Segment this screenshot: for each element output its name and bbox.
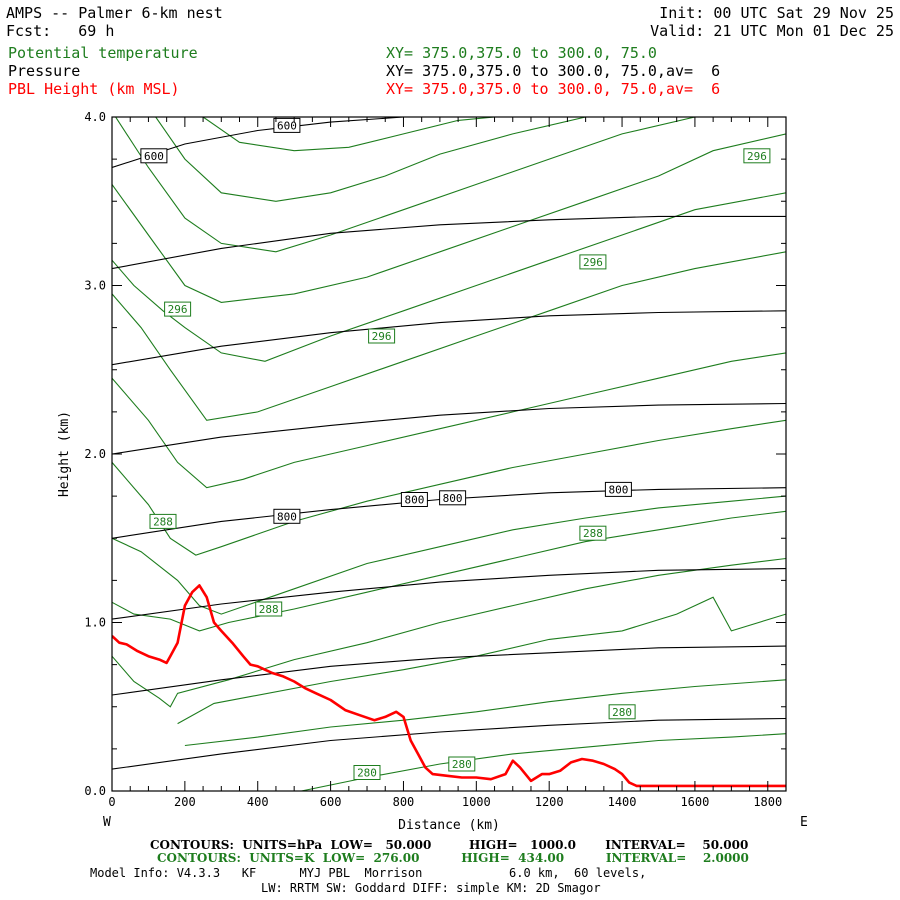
theta-contour-286 xyxy=(112,510,786,632)
pressure-label-0-box xyxy=(273,117,301,133)
pressure-label-0: 600 xyxy=(277,119,297,132)
theta-contour-278 xyxy=(301,733,786,791)
pressure-contour-700 xyxy=(112,310,786,366)
y-tick-label-4: 4.0 xyxy=(84,110,106,124)
x-axis-label: Distance (km) xyxy=(398,818,500,833)
init-time: Init: 00 UTC Sat 29 Nov 25 xyxy=(659,4,894,22)
x-tick-label-1000: 1000 xyxy=(462,795,491,809)
theta-label-2-box xyxy=(608,704,636,720)
theta-label-8: 296 xyxy=(583,256,603,269)
pressure-label-1: 600 xyxy=(144,150,164,163)
field-pbl-height: PBL Height (km MSL) xyxy=(8,80,180,98)
figure-title: AMPS -- Palmer 6-km nest xyxy=(6,4,223,22)
plot-frame xyxy=(111,116,787,792)
pressure-contour-850 xyxy=(112,568,786,620)
pressure-contour-650 xyxy=(112,215,786,270)
theta-contour-282 xyxy=(177,596,786,725)
theta-contour-280 xyxy=(184,679,786,747)
xy-spec-theta: XY= 375.0,375.0 to 300.0, 75.0 xyxy=(386,44,657,62)
theta-label-3: 288 xyxy=(259,603,279,616)
x-tick-label-400: 400 xyxy=(247,795,269,809)
pressure-label-2-box xyxy=(273,508,301,524)
east-label: E xyxy=(800,815,808,830)
pressure-label-4: 800 xyxy=(443,492,463,505)
theta-label-7: 296 xyxy=(372,330,392,343)
west-label: W xyxy=(103,815,111,830)
theta-label-0-box xyxy=(353,765,381,780)
x-tick-label-200: 200 xyxy=(174,795,196,809)
field-potential-temperature: Potential temperature xyxy=(8,44,198,62)
valid-time: Valid: 21 UTC Mon 01 Dec 25 xyxy=(650,22,894,40)
pressure-label-5: 800 xyxy=(608,483,628,496)
theta-contour-290 xyxy=(112,419,786,556)
xy-spec-pbl: XY= 375.0,375.0 to 300.0, 75.0,av= 6 xyxy=(386,80,721,98)
y-tick-label-1: 1.0 xyxy=(84,616,106,630)
x-tick-label-1600: 1600 xyxy=(680,795,709,809)
field-pressure: Pressure xyxy=(8,62,81,80)
theta-contour-300 xyxy=(115,117,786,253)
y-axis-label: Height (km) xyxy=(57,411,72,497)
x-tick-label-800: 800 xyxy=(393,795,415,809)
theta-label-6-box xyxy=(164,301,192,317)
theta-label-1: 280 xyxy=(452,758,472,771)
theta-contour-296 xyxy=(112,192,786,362)
theta-label-9-box xyxy=(743,148,771,164)
pressure-contour-900 xyxy=(112,645,786,696)
y-tick-label-3: 3.0 xyxy=(84,279,106,293)
theta-label-3-box xyxy=(255,601,283,617)
theta-label-6: 296 xyxy=(168,303,188,316)
contours-k-info: CONTOURS: UNITS=K LOW= 276.00 HIGH= 434.… xyxy=(157,851,749,865)
model-info: Model Info: V4.3.3 KF MYJ PBL Morrison 6… xyxy=(90,866,647,880)
contours-hpa-info: CONTOURS: UNITS=hPa LOW= 50.000 HIGH= 10… xyxy=(150,838,749,852)
pressure-contour-950 xyxy=(112,717,786,770)
pressure-label-3: 800 xyxy=(404,494,424,507)
xy-spec-pressure: XY= 375.0,375.0 to 300.0, 75.0,av= 6 xyxy=(386,62,721,80)
x-tick-label-0: 0 xyxy=(108,795,115,809)
x-tick-label-1800: 1800 xyxy=(753,795,782,809)
x-tick-label-600: 600 xyxy=(320,795,342,809)
theta-label-4: 288 xyxy=(153,515,173,528)
x-tick-label-1200: 1200 xyxy=(535,795,564,809)
theta-label-4-box xyxy=(149,513,177,529)
pressure-label-1-box xyxy=(140,148,168,164)
pressure-contour-750 xyxy=(112,402,786,455)
theta-contour-304 xyxy=(202,117,495,152)
pbl-height-line xyxy=(112,584,786,788)
forecast-hour: Fcst: 69 h xyxy=(6,22,115,40)
theta-label-1-box xyxy=(448,756,476,772)
theta-contour-292 xyxy=(112,352,786,489)
y-tick-label-0: 0.0 xyxy=(84,784,106,798)
pressure-label-5-box xyxy=(604,481,632,497)
theta-label-0: 280 xyxy=(357,767,377,780)
theta-contour-284 xyxy=(112,557,786,708)
theta-label-5-box xyxy=(579,525,607,541)
theta-contour-288 xyxy=(112,495,786,615)
pressure-label-3-box xyxy=(400,492,428,507)
theta-label-5: 288 xyxy=(583,527,603,540)
plot-area-content xyxy=(112,117,786,791)
pressure-label-4-box xyxy=(439,490,467,506)
theta-label-2: 280 xyxy=(612,706,632,719)
model-info-physics: LW: RRTM SW: Goddard DIFF: simple KM: 2D… xyxy=(261,881,601,895)
theta-contour-294 xyxy=(112,251,786,421)
theta-label-8-box xyxy=(579,254,607,270)
theta-label-7-box xyxy=(368,328,396,344)
theta-contour-298 xyxy=(112,133,786,303)
x-tick-label-1400: 1400 xyxy=(608,795,637,809)
theta-label-9: 296 xyxy=(747,150,767,163)
y-tick-label-2: 2.0 xyxy=(84,447,106,461)
pressure-label-2: 800 xyxy=(277,510,297,523)
theta-contour-302 xyxy=(155,117,641,202)
